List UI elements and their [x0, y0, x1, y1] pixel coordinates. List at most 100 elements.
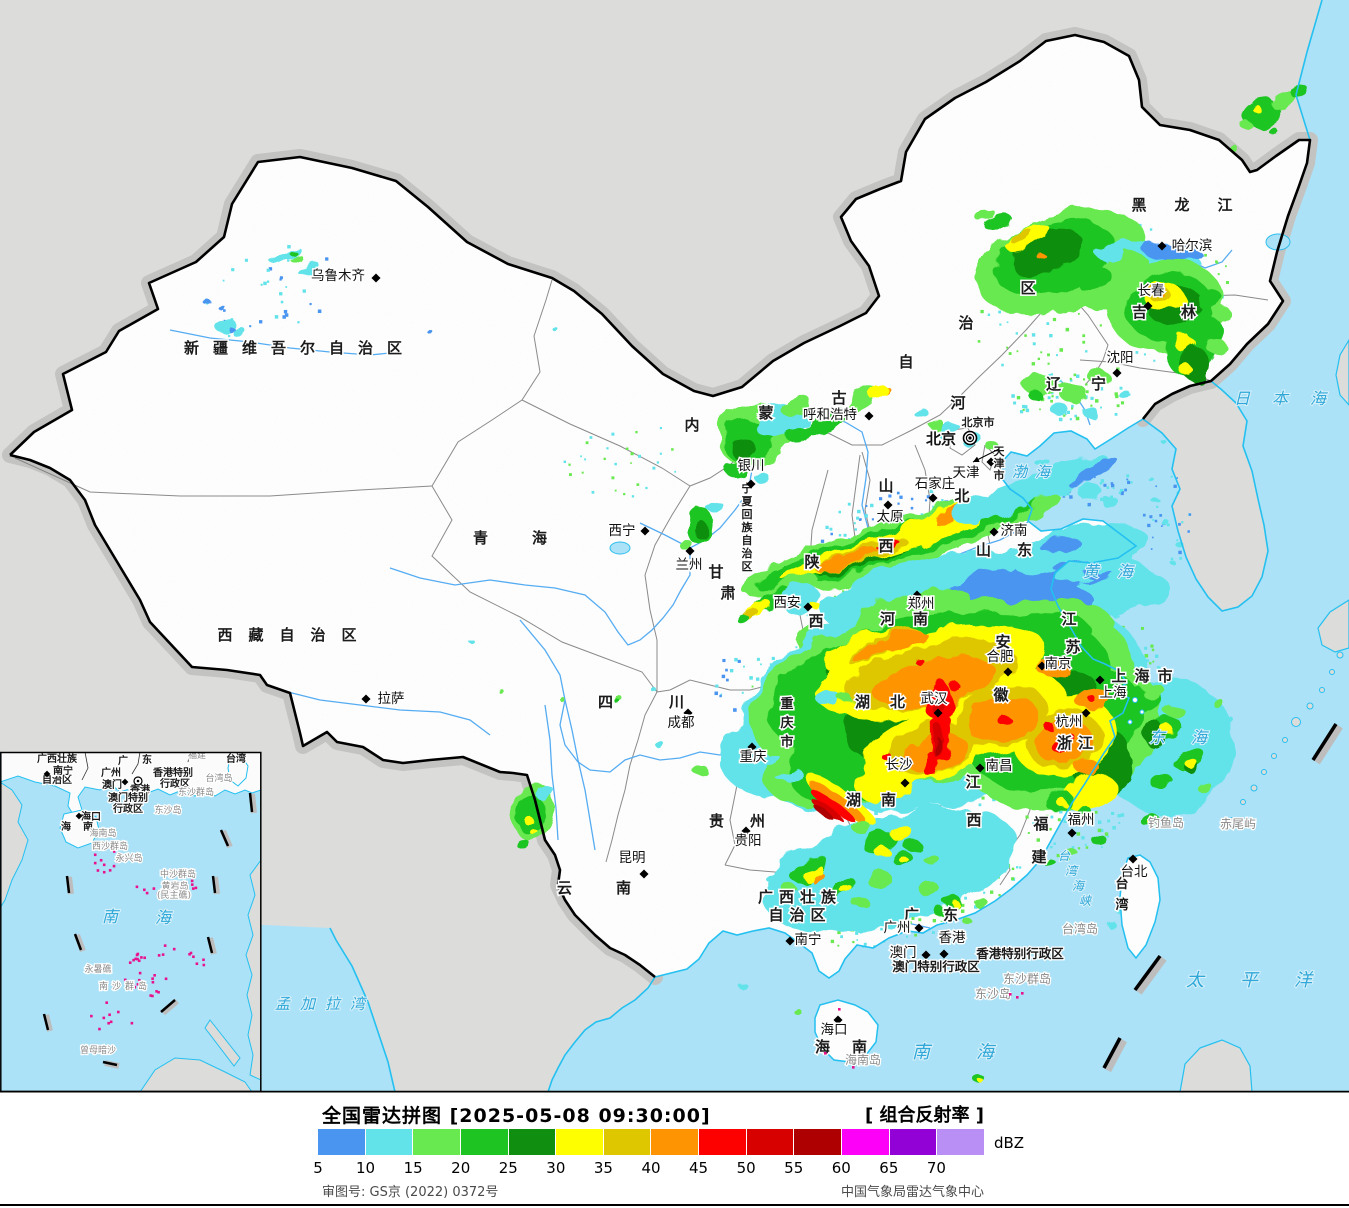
special-region-label: 市 — [994, 468, 1005, 482]
radar-pixel — [603, 457, 606, 461]
radar-echo-cell — [1040, 536, 1080, 554]
radar-pixel — [725, 678, 729, 682]
radar-echo-cell — [516, 795, 546, 835]
colorbar-tick: 25 — [498, 1159, 518, 1177]
radar-pixel — [635, 430, 638, 434]
radar-pixel — [1187, 530, 1190, 533]
radar-pixel — [865, 504, 868, 508]
province-label: 自 — [742, 533, 753, 547]
province-label: 广西壮族 — [758, 888, 842, 906]
reef-marker — [99, 858, 103, 862]
city-marker — [640, 526, 650, 536]
japan-honshu-sliver — [1335, 338, 1349, 406]
reef-marker — [135, 885, 139, 889]
city-marker — [1037, 661, 1047, 671]
radar-echo-cell — [1091, 699, 1099, 705]
province-label: 江 — [965, 773, 980, 791]
reef-marker — [102, 863, 106, 867]
radar-pixel — [1178, 550, 1182, 555]
inset-island-label: 东沙群岛 — [178, 786, 214, 798]
radar-pixel — [870, 503, 874, 508]
radar-pixel — [838, 534, 842, 537]
radar-pixel — [1019, 866, 1022, 869]
inset-sea-label: 南 — [102, 907, 121, 926]
radar-pixel — [729, 668, 734, 673]
radar-pixel — [279, 292, 283, 296]
province-label: 族 — [742, 520, 754, 534]
dash-segment — [160, 999, 176, 1013]
radar-pixel — [734, 657, 738, 662]
radar-pixel — [1103, 483, 1107, 487]
radar-pixel — [1122, 491, 1124, 493]
radar-pixel — [263, 281, 267, 286]
radar-pixel — [1106, 486, 1110, 489]
dash-segment — [248, 792, 254, 813]
radar-pixel — [1148, 675, 1151, 678]
radar-pixel — [1149, 228, 1153, 231]
radar-pixel — [840, 935, 843, 939]
radar-pixel — [1015, 866, 1019, 869]
radar-echo-cell — [1080, 405, 1096, 415]
radar-pixel — [1006, 864, 1011, 868]
radar-pixel — [1032, 823, 1036, 827]
radar-pixel — [863, 942, 867, 946]
province-label: 湾 — [1115, 897, 1128, 913]
dash-shadow — [1134, 955, 1167, 995]
radar-echo-cell — [779, 394, 811, 416]
radar-pixel — [733, 708, 737, 712]
radar-echo-cell — [1183, 758, 1197, 766]
province-label: 内 — [684, 416, 699, 434]
radar-pixel — [888, 494, 892, 498]
radar-echo-cell — [1187, 316, 1223, 344]
inset-city-marker — [75, 812, 83, 820]
city-label: 呼和浩特 — [803, 407, 857, 423]
radar-pixel — [1071, 407, 1074, 410]
radar-pixel — [1149, 662, 1152, 665]
province-label: 西 — [878, 537, 893, 555]
province-label: 古 — [831, 389, 846, 407]
reef-marker — [132, 984, 135, 987]
reef-marker — [133, 985, 137, 989]
radar-echo-cell — [853, 587, 971, 637]
radar-pixel — [999, 323, 1002, 326]
radar-pixel — [1052, 317, 1057, 322]
radar-pixel — [1099, 324, 1102, 327]
radar-pixel — [1117, 616, 1120, 618]
radar-pixel — [838, 510, 842, 514]
radar-pixel — [1082, 378, 1086, 381]
reef-marker — [163, 944, 167, 947]
hainan-island — [814, 999, 879, 1063]
radar-pixel — [1022, 408, 1025, 411]
radar-echo-cell — [535, 785, 555, 801]
reef-marker — [202, 958, 205, 962]
radar-pixel — [297, 321, 300, 324]
radar-pixel — [1047, 362, 1050, 365]
radar-pixel — [830, 532, 833, 536]
dash-shadow — [43, 1014, 53, 1032]
radar-echo-cell — [876, 630, 928, 652]
radar-pixel — [249, 325, 252, 328]
radar-echo-cell — [903, 839, 921, 851]
province-label: 自 — [898, 353, 913, 371]
radar-echo-cell — [913, 657, 923, 663]
radar-pixel — [230, 318, 234, 322]
radar-pixel — [760, 663, 762, 666]
reef-marker — [115, 860, 119, 864]
city-label: 天津 — [953, 465, 980, 481]
radar-pixel — [945, 911, 949, 915]
radar-pixel — [1075, 374, 1080, 378]
radar-pixel — [1058, 383, 1062, 387]
reef-marker — [143, 888, 146, 892]
radar-echo-cell — [809, 789, 857, 823]
radar-pixel — [825, 525, 829, 530]
inset-admin-label: 行政区 — [112, 802, 143, 815]
radar-pixel — [719, 694, 722, 698]
radar-pixel — [1176, 539, 1179, 542]
radar-pixel — [871, 518, 874, 521]
radar-pixel — [756, 657, 760, 661]
coastlines — [329, 0, 1323, 1091]
inset-island-label: 中沙群岛 — [160, 868, 196, 880]
province-label: 建 — [1031, 848, 1047, 866]
sea-label: 海 — [1072, 879, 1086, 893]
radar-echo-cell — [1103, 248, 1127, 262]
